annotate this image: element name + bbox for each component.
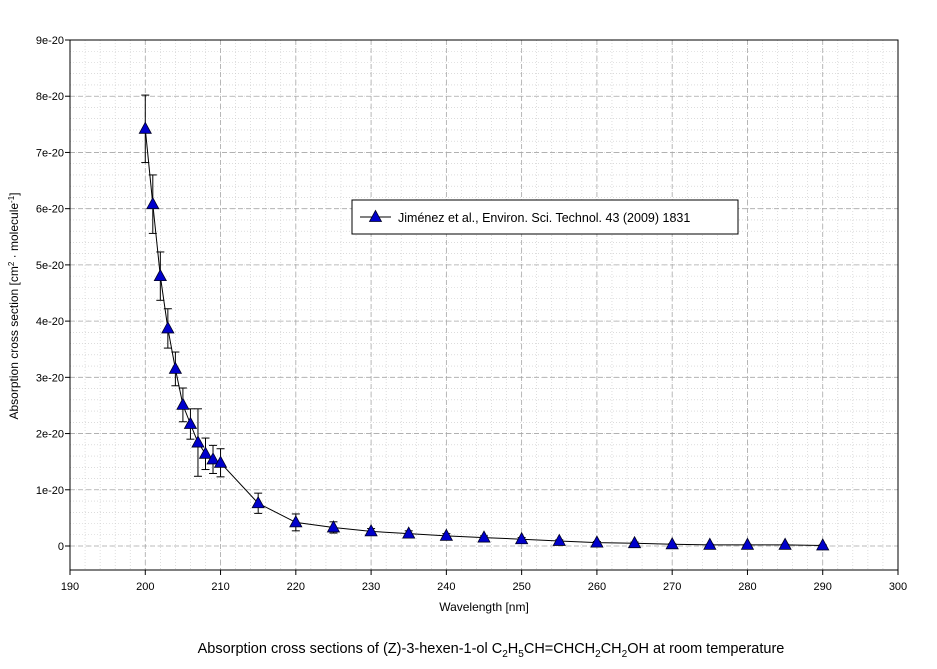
x-tick-label: 220: [287, 581, 305, 593]
y-tick-label: 2e-20: [36, 429, 64, 441]
data-point: [206, 452, 220, 465]
series-line: [144, 128, 823, 546]
data-point: [552, 533, 566, 546]
data-point: [168, 361, 183, 374]
data-point: [198, 446, 213, 459]
legend-marker: [368, 209, 383, 222]
grid-lines: [69, 39, 899, 570]
y-tick-label: 5e-20: [36, 260, 64, 272]
data-point: [627, 535, 642, 549]
data-point: [326, 520, 341, 533]
figure-caption: Absorption cross sections of (Z)-3-hexen…: [197, 641, 785, 660]
data-point: [213, 455, 228, 468]
data-series: [138, 94, 830, 551]
y-tick-label: 3e-20: [36, 372, 64, 384]
y-axis: 0 1e-20 2e-20 3e-20 4e-20 5e-20 6e-20 7e-20 8e-2…: [36, 35, 70, 553]
x-tick-label: 250: [512, 581, 530, 593]
y-tick-label: 0: [58, 541, 64, 553]
y-tick-label: 7e-20: [36, 147, 64, 159]
x-tick-label: 240: [437, 581, 455, 593]
x-tick-label: 210: [211, 581, 229, 593]
data-point: [439, 528, 454, 541]
data-point: [146, 196, 160, 210]
data-point: [740, 537, 755, 550]
data-point: [176, 397, 190, 410]
data-point: [153, 268, 168, 282]
x-tick-label: 200: [136, 581, 154, 593]
data-point: [289, 515, 303, 528]
x-tick-label: 290: [814, 581, 832, 593]
legend: Jiménez et al., Environ. Sci. Technol. 4…: [351, 199, 739, 235]
y-tick-label: 8e-20: [36, 91, 64, 103]
data-point: [402, 526, 416, 539]
data-point: [161, 321, 175, 334]
data-point: [191, 435, 205, 448]
x-tick-label: 270: [663, 581, 681, 593]
data-point: [514, 531, 529, 545]
x-tick-label: 190: [61, 581, 79, 593]
data-point: [138, 121, 152, 134]
data-point: [816, 538, 830, 551]
data-point: [590, 535, 604, 548]
legend-label: Jiménez et al., Environ. Sci. Technol. 4…: [398, 211, 690, 225]
x-tick-label: 280: [738, 581, 756, 593]
y-tick-label: 1e-20: [36, 485, 64, 497]
plot-area: [69, 39, 899, 571]
data-point: [778, 537, 792, 550]
y-tick-label: 6e-20: [36, 204, 64, 216]
x-tick-label: 230: [362, 581, 380, 593]
data-point: [364, 524, 378, 537]
x-tick-label: 260: [588, 581, 606, 593]
y-axis-label: Absorption cross section [cm2 · molecule…: [7, 192, 22, 419]
data-point: [251, 495, 265, 509]
data-point: [477, 530, 491, 543]
x-tick-label: 300: [889, 581, 907, 593]
legend-box: [351, 199, 739, 235]
x-axis: 190 200 210 220 230 240 250 260 270 280 290 300: [61, 570, 907, 593]
y-tick-label: 4e-20: [36, 316, 64, 328]
data-point: [665, 536, 679, 550]
x-axis-label: Wavelength [nm]: [439, 600, 529, 614]
data-point: [183, 416, 198, 429]
y-tick-label: 9e-20: [36, 35, 64, 47]
data-point: [703, 537, 717, 550]
